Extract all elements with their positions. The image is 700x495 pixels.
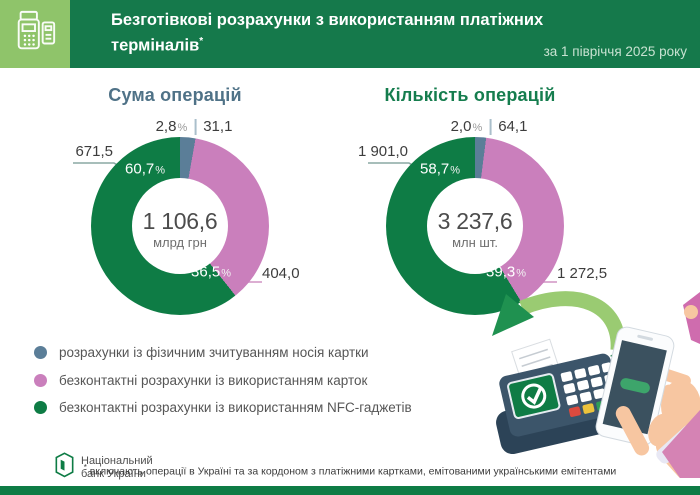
legend-dot-blue bbox=[34, 346, 47, 360]
footnote: * включають операції в Україні та за кор… bbox=[0, 463, 700, 478]
donut-chart: 58,7% 39,3% 3 237,6 млн шт. bbox=[386, 137, 564, 315]
sleeve bbox=[662, 410, 700, 478]
nbu-emblem-icon bbox=[55, 452, 74, 483]
callout-physical-read: 2,0% 64,1 bbox=[451, 118, 528, 135]
header-icon-square bbox=[0, 0, 70, 68]
title-footnote-mark: * bbox=[199, 36, 204, 47]
paid-pill bbox=[620, 378, 650, 394]
total-value: 3 237,6 bbox=[437, 207, 513, 234]
page-title-line2: терміналів bbox=[111, 36, 200, 55]
nbu-name-line1: Національний bbox=[81, 454, 153, 467]
pos-terminal-card-icon bbox=[12, 9, 58, 60]
callout-tick bbox=[194, 118, 197, 135]
slice-value-cards: 1 272,5 bbox=[557, 265, 608, 282]
footnote-mark: * bbox=[83, 463, 87, 472]
legend-dot-pink bbox=[34, 373, 47, 387]
slice-value: 31,1 bbox=[203, 118, 233, 135]
legend-label: розрахунки із фізичним зчитуванням носія… bbox=[59, 345, 369, 361]
nbu-name: Національний банк України bbox=[81, 455, 153, 481]
chart-title: Сума операцій bbox=[108, 85, 242, 105]
bottom-accent-bar bbox=[0, 486, 700, 495]
total-unit: млн шт. bbox=[452, 234, 498, 250]
slice-value-cards: 404,0 bbox=[262, 265, 300, 282]
legend-item-nfc-gadgets: безконтактні розрахунки із використанням… bbox=[34, 394, 412, 422]
arrow-body bbox=[519, 291, 626, 351]
slice-pct-nfc: 58,7% bbox=[420, 160, 460, 178]
legend-label: безконтактні розрахунки із використанням… bbox=[59, 372, 368, 388]
nbu-logo: Національний банк України bbox=[55, 452, 153, 483]
slice-value: 64,1 bbox=[498, 118, 528, 135]
total-value: 1 106,6 bbox=[142, 207, 218, 234]
total-unit: млрд грн bbox=[153, 234, 207, 250]
slice-pct-nfc: 60,7% bbox=[125, 160, 165, 178]
chart-sum-of-operations: Сума операцій 2,8% 31,1 671,5 404,0 60,7… bbox=[0, 85, 350, 345]
chart-title: Кількість операцій bbox=[384, 85, 556, 105]
donut-center: 3 237,6 млн шт. bbox=[427, 178, 523, 274]
donut-chart: 60,7% 36,5% 1 106,6 млрд грн bbox=[91, 137, 269, 315]
callout-tick bbox=[489, 118, 492, 135]
header-banner: Безготівкові розрахунки з використанням … bbox=[0, 0, 700, 68]
slice-pct-label: 2,8% bbox=[155, 118, 188, 135]
legend-label: безконтактні розрахунки із використанням… bbox=[59, 400, 412, 416]
period-subtitle: за 1 півріччя 2025 року bbox=[543, 44, 687, 59]
page-title: Безготівкові розрахунки з використанням … bbox=[111, 9, 671, 57]
slice-value-nfc: 671,5 bbox=[75, 143, 113, 160]
slice-pct-label: 2,0% bbox=[450, 118, 483, 135]
payment-illustration bbox=[492, 291, 700, 478]
donut-center: 1 106,6 млрд грн bbox=[132, 178, 228, 274]
nbu-name-line2: банк України bbox=[81, 467, 146, 480]
legend-dot-green bbox=[34, 401, 47, 415]
legend: розрахунки із фізичним зчитуванням носія… bbox=[34, 339, 412, 422]
legend-item-contactless-cards: безконтактні розрахунки із використанням… bbox=[34, 367, 412, 395]
slice-value-nfc: 1 901,0 bbox=[357, 143, 408, 160]
page-title-line1: Безготівкові розрахунки з використанням … bbox=[111, 11, 544, 29]
footnote-text: включають операції в Україні та за кордо… bbox=[86, 465, 617, 478]
index-finger bbox=[615, 406, 650, 456]
arrow-head bbox=[492, 294, 534, 336]
chart-number-of-operations: Кількість операцій 2,0% 64,1 1 901,0 1 2… bbox=[295, 85, 645, 345]
callout-physical-read: 2,8% 31,1 bbox=[156, 118, 233, 135]
legend-item-physical: розрахунки із фізичним зчитуванням носія… bbox=[34, 339, 412, 367]
